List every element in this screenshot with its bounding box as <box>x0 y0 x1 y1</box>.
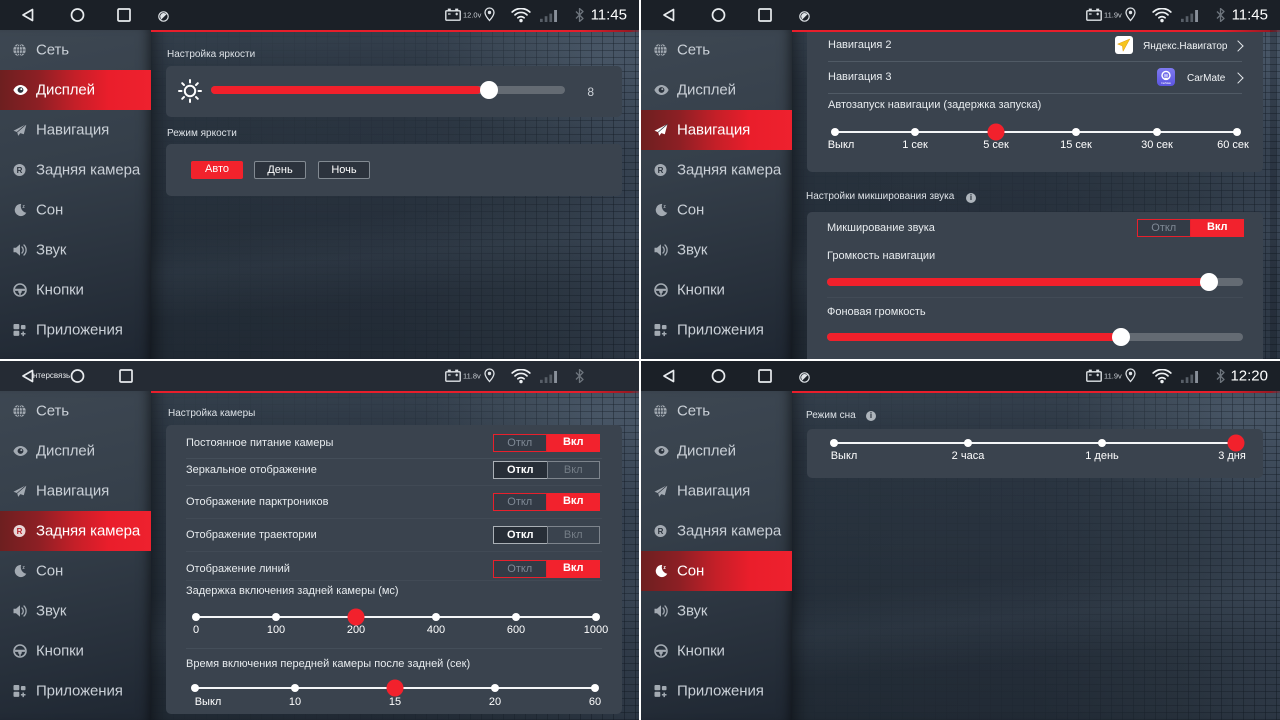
svg-text:z: z <box>22 565 25 571</box>
svg-text:R: R <box>17 166 23 175</box>
svg-text:z: z <box>22 204 25 210</box>
svg-text:R: R <box>658 527 664 536</box>
svg-text:CarMate: CarMate <box>1161 81 1172 85</box>
svg-text:R: R <box>658 166 664 175</box>
svg-text:z: z <box>663 565 666 571</box>
svg-text:M: M <box>1164 73 1168 78</box>
svg-text:R: R <box>17 527 23 536</box>
svg-text:z: z <box>663 204 666 210</box>
